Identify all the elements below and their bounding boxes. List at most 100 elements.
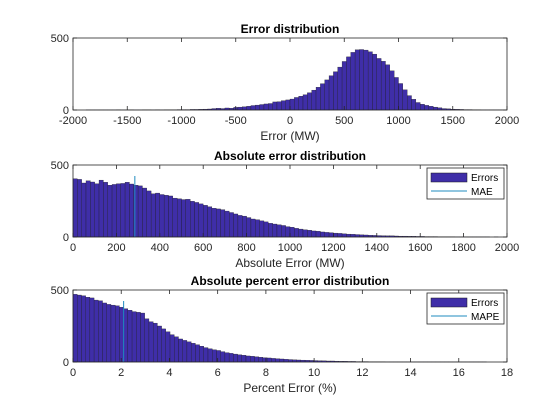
histogram-bar <box>237 354 242 363</box>
histogram-bar <box>186 341 192 363</box>
histogram-bar <box>320 83 325 111</box>
histogram-bar <box>272 101 278 111</box>
histogram-bar <box>245 355 251 363</box>
y-tick-label: 0 <box>63 232 69 244</box>
histogram-bar <box>294 97 299 111</box>
histogram-bar <box>220 351 226 363</box>
x-tick-label: 1600 <box>408 242 432 254</box>
histogram-bar <box>294 228 299 238</box>
legend-label-mape: MAPE <box>471 312 500 323</box>
histogram-bar <box>123 308 129 363</box>
histogram-bar <box>341 233 347 238</box>
histogram-bar <box>72 294 78 363</box>
x-tick-label: 0 <box>70 242 76 254</box>
histogram-bar <box>241 355 247 363</box>
histogram-bar <box>182 340 188 363</box>
histogram-bar <box>90 181 95 238</box>
histogram-bar <box>207 206 213 238</box>
histogram-bar <box>315 87 321 111</box>
histogram-bar <box>216 350 221 363</box>
histogram-bar <box>144 318 150 363</box>
histogram-bar <box>146 190 152 238</box>
chart-title: Absolute error distribution <box>214 149 366 163</box>
histogram-bar <box>199 346 204 363</box>
histogram-bar <box>216 208 221 238</box>
x-tick-label: 12 <box>356 367 368 379</box>
histogram-bar <box>157 325 162 363</box>
x-axis-label: Error (MW) <box>260 129 319 143</box>
histogram-bar <box>307 92 312 111</box>
histogram-bar <box>246 106 252 111</box>
histogram-bar <box>333 71 338 111</box>
chart-panel-2: Errors MAE <box>72 164 508 238</box>
histogram-bar <box>136 312 141 363</box>
histogram-bar <box>276 101 282 111</box>
histogram-bar <box>163 195 169 238</box>
x-tick-label: 14 <box>404 367 416 379</box>
x-tick-label: 1000 <box>386 115 410 127</box>
histogram-bar <box>224 210 230 238</box>
histogram-bar <box>324 79 330 111</box>
legend-label-errors: Errors <box>471 298 498 309</box>
histogram-bar <box>72 178 78 238</box>
histogram-bar <box>281 100 286 111</box>
histogram-bar <box>359 49 364 111</box>
x-tick-label: -1500 <box>113 115 141 127</box>
x-tick-label: 10 <box>308 367 320 379</box>
y-tick-label: 0 <box>63 105 69 117</box>
histogram-bar <box>148 321 154 363</box>
x-tick-label: 4 <box>166 367 172 379</box>
histogram-bar <box>229 212 234 238</box>
x-axis-label: Percent Error (%) <box>243 381 336 395</box>
histogram-bar <box>119 307 124 363</box>
histogram-bar <box>207 348 213 363</box>
y-tick-label: 500 <box>51 285 69 297</box>
y-tick-label: 500 <box>51 33 69 45</box>
histogram-bar <box>346 56 351 111</box>
chart-title: Absolute percent error distribution <box>191 274 390 288</box>
x-tick-label: 500 <box>335 115 353 127</box>
histogram-bar <box>354 49 360 111</box>
histogram-bar <box>127 310 133 363</box>
histogram-bar <box>320 231 325 238</box>
histogram-bar <box>389 70 395 111</box>
histogram-bar <box>259 220 265 238</box>
histogram-bar <box>268 223 273 238</box>
x-tick-label: 200 <box>107 242 125 254</box>
histogram-bar <box>263 221 269 238</box>
histogram-bar <box>394 77 399 111</box>
histogram-bar <box>161 328 166 363</box>
histogram-bar <box>407 95 412 111</box>
histogram-bar <box>85 180 91 238</box>
histogram-bar <box>98 179 104 238</box>
histogram-bar <box>237 106 243 111</box>
histogram-bar <box>258 357 264 363</box>
x-tick-label: 400 <box>151 242 169 254</box>
histogram-bar <box>259 104 265 111</box>
chart-panel-3: Errors MAPE <box>72 289 508 363</box>
histogram-bar <box>190 343 196 363</box>
histogram-bar <box>311 89 317 111</box>
histogram-bar <box>307 230 312 238</box>
histogram-bar <box>233 213 239 238</box>
histogram-bar <box>279 358 285 363</box>
histogram-bar <box>190 201 195 238</box>
histogram-bar <box>77 294 82 363</box>
histogram-bar <box>302 94 308 111</box>
histogram-bar <box>268 103 273 111</box>
chart-panel-1 <box>72 37 508 111</box>
histogram-bar <box>285 99 291 111</box>
histogram-bar <box>428 106 434 111</box>
histogram-bar <box>289 98 295 111</box>
histogram-bar <box>328 232 334 238</box>
histogram-bar <box>106 304 112 363</box>
histogram-bar <box>115 305 120 363</box>
x-tick-label: 2 <box>118 367 124 379</box>
legend-swatch-errors <box>430 172 468 183</box>
histogram-bar <box>337 233 343 238</box>
histogram-bar <box>228 353 234 363</box>
histogram-bar <box>376 58 382 111</box>
histogram-bar <box>102 302 107 363</box>
